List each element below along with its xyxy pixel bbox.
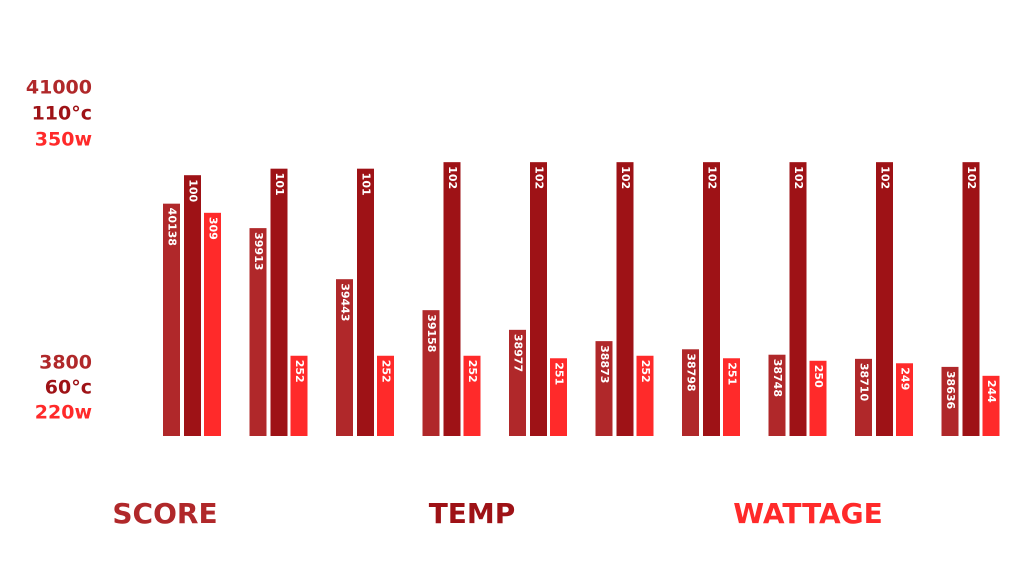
value-label: 309 xyxy=(207,217,220,240)
bar xyxy=(595,341,613,436)
bar xyxy=(270,168,288,436)
value-label: 250 xyxy=(812,365,825,388)
value-label: 102 xyxy=(706,166,719,189)
legend-entry: SCORE xyxy=(112,497,217,530)
value-label: 39913 xyxy=(252,232,265,270)
y-tick-label: 41000 xyxy=(26,77,92,99)
legend-entry: WATTAGE xyxy=(733,497,883,530)
value-label: 38798 xyxy=(685,353,698,391)
y-tick-label: 350w xyxy=(35,129,92,151)
bar xyxy=(184,175,201,436)
value-label: 252 xyxy=(380,360,393,383)
value-label: 101 xyxy=(273,173,286,196)
value-label: 39443 xyxy=(339,283,352,321)
y-tick-label: 110°c xyxy=(32,103,92,125)
bar xyxy=(249,228,267,436)
bar xyxy=(896,363,913,436)
value-label: 251 xyxy=(726,362,739,385)
bar xyxy=(855,358,872,436)
bar xyxy=(163,203,180,436)
bar xyxy=(509,329,526,436)
bar xyxy=(616,162,634,436)
value-label: 38748 xyxy=(771,359,784,397)
y-tick-label: 220w xyxy=(35,402,92,424)
value-label: 244 xyxy=(985,380,998,403)
value-label: 102 xyxy=(446,166,459,189)
value-label: 102 xyxy=(965,166,978,189)
value-label: 102 xyxy=(533,166,546,189)
legend-entry: TEMP xyxy=(429,497,516,530)
y-tick-label: 60°c xyxy=(45,377,92,399)
bar xyxy=(357,168,374,436)
bar xyxy=(336,279,353,436)
bar xyxy=(550,358,567,436)
bar xyxy=(636,355,654,436)
bar xyxy=(463,355,481,436)
value-label: 252 xyxy=(293,360,306,383)
value-label: 40138 xyxy=(166,208,179,246)
bar xyxy=(422,310,440,436)
value-label: 100 xyxy=(187,179,200,202)
bar xyxy=(982,375,1000,436)
value-label: 38636 xyxy=(944,371,957,410)
bar xyxy=(809,360,827,436)
bar xyxy=(703,162,720,436)
bar xyxy=(443,162,461,436)
value-label: 252 xyxy=(639,360,652,383)
bar xyxy=(682,349,699,436)
bar xyxy=(962,162,980,436)
bar xyxy=(876,162,893,436)
bar xyxy=(941,366,959,436)
value-label: 38710 xyxy=(858,363,871,402)
bar xyxy=(377,355,394,436)
y-tick-label: 3800 xyxy=(39,352,92,374)
bar xyxy=(204,212,221,436)
bar xyxy=(789,162,807,436)
value-label: 101 xyxy=(360,173,373,196)
bar xyxy=(290,355,308,436)
value-label: 39158 xyxy=(425,314,438,352)
value-label: 249 xyxy=(899,367,912,390)
value-label: 102 xyxy=(619,166,632,189)
value-label: 102 xyxy=(879,166,892,189)
value-label: 38977 xyxy=(512,334,525,372)
bar xyxy=(723,358,740,436)
value-label: 251 xyxy=(553,362,566,385)
value-label: 102 xyxy=(792,166,805,189)
value-label: 38873 xyxy=(598,345,611,383)
bar xyxy=(530,162,547,436)
value-label: 252 xyxy=(466,360,479,383)
bar xyxy=(768,354,786,436)
